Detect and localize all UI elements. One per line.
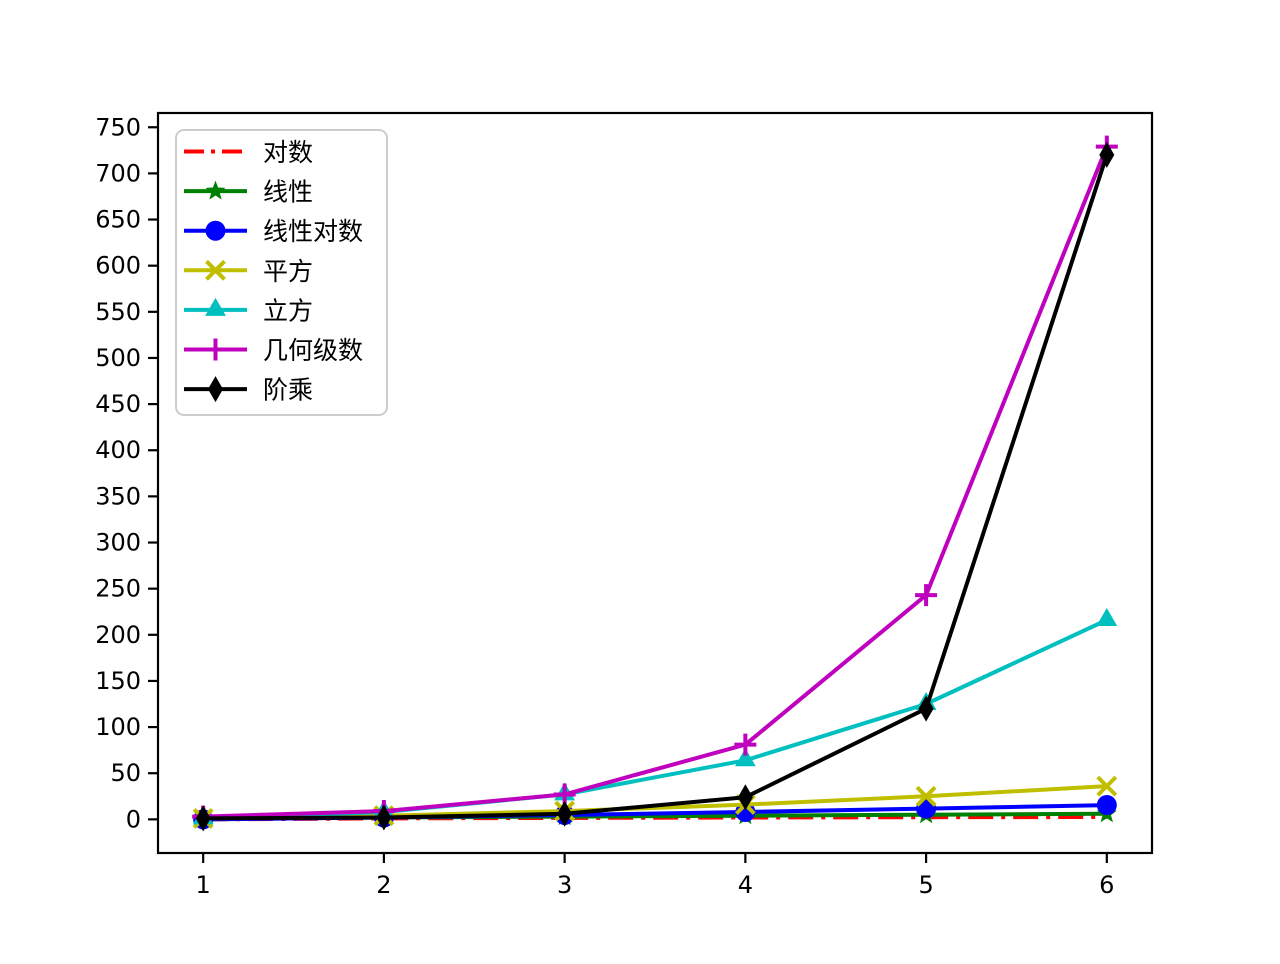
legend-label: 立方 (263, 296, 313, 325)
legend-entry-3: 平方 (184, 257, 313, 286)
marker-diamond-thin (376, 804, 392, 831)
legend-entry-2: 线性对数 (184, 217, 363, 246)
y-tick-label: 0 (126, 805, 141, 833)
y-tick-label: 50 (110, 759, 141, 787)
legend-label: 线性 (263, 178, 313, 207)
y-tick-label: 200 (95, 621, 141, 649)
series-line (203, 145, 1109, 819)
marker-plus (204, 338, 227, 361)
marker-plus (734, 733, 757, 756)
y-tick-label: 600 (95, 252, 141, 280)
y-tick-label: 550 (95, 298, 141, 326)
series-line (203, 618, 1108, 821)
x-tick-label: 4 (738, 871, 753, 899)
marker-star (205, 180, 226, 200)
y-tick-label: 100 (95, 713, 141, 741)
series-line (203, 154, 1109, 821)
y-tick-label: 400 (95, 436, 141, 464)
marker-diamond-thin (208, 376, 223, 403)
legend-entry-6: 阶乘 (184, 376, 313, 405)
legend-entry-4: 立方 (184, 296, 313, 325)
series-6 (195, 141, 1115, 832)
x-tick-label: 1 (196, 871, 211, 899)
y-tick-label: 350 (95, 482, 141, 510)
y-tick-label: 700 (95, 159, 141, 187)
x-tick-label: 5 (918, 871, 933, 899)
marker-circle (1096, 795, 1117, 816)
legend-entry-0: 对数 (184, 138, 313, 167)
y-tick-label: 650 (95, 206, 141, 234)
x-tick-label: 2 (376, 871, 391, 899)
legend-label: 对数 (263, 138, 313, 167)
marker-x (1096, 775, 1118, 797)
legend-label: 阶乘 (263, 376, 313, 405)
marker-x (205, 259, 226, 281)
marker-circle (205, 220, 226, 241)
y-tick-label: 500 (95, 344, 141, 372)
marker-triangle-up (735, 748, 756, 767)
y-tick-label: 150 (95, 667, 141, 695)
marker-diamond-thin (1099, 141, 1115, 168)
legend-box (175, 129, 388, 416)
y-tick-label: 250 (95, 575, 141, 603)
y-tick-label: 450 (95, 390, 141, 418)
x-tick-label: 6 (1099, 871, 1114, 899)
marker-triangle-up (1096, 608, 1118, 626)
y-tick-label: 300 (95, 529, 141, 557)
y-axis: 0 50 100 150 200 250 300 350 400 450 500 550 600 650 7… (95, 113, 158, 833)
plot-frame (156, 111, 1154, 855)
legend-label: 线性对数 (263, 217, 363, 246)
x-axis: 1 2 3 4 5 6 (196, 853, 1114, 899)
x-tick-label: 3 (557, 871, 572, 899)
marker-x (915, 785, 937, 807)
y-tick-label: 750 (95, 113, 141, 141)
legend-label: 平方 (263, 257, 313, 286)
marker-diamond-thin (737, 784, 753, 811)
marker-triangle-up (205, 297, 226, 316)
marker-diamond-thin (557, 800, 573, 827)
marker-plus (915, 584, 938, 607)
legend-entry-1: 线性 (184, 178, 313, 207)
legend-label: 几何级数 (263, 336, 363, 365)
marker-diamond-thin (195, 805, 211, 832)
marker-diamond-thin (918, 695, 934, 722)
legend-entry-5: 几何级数 (184, 336, 363, 365)
